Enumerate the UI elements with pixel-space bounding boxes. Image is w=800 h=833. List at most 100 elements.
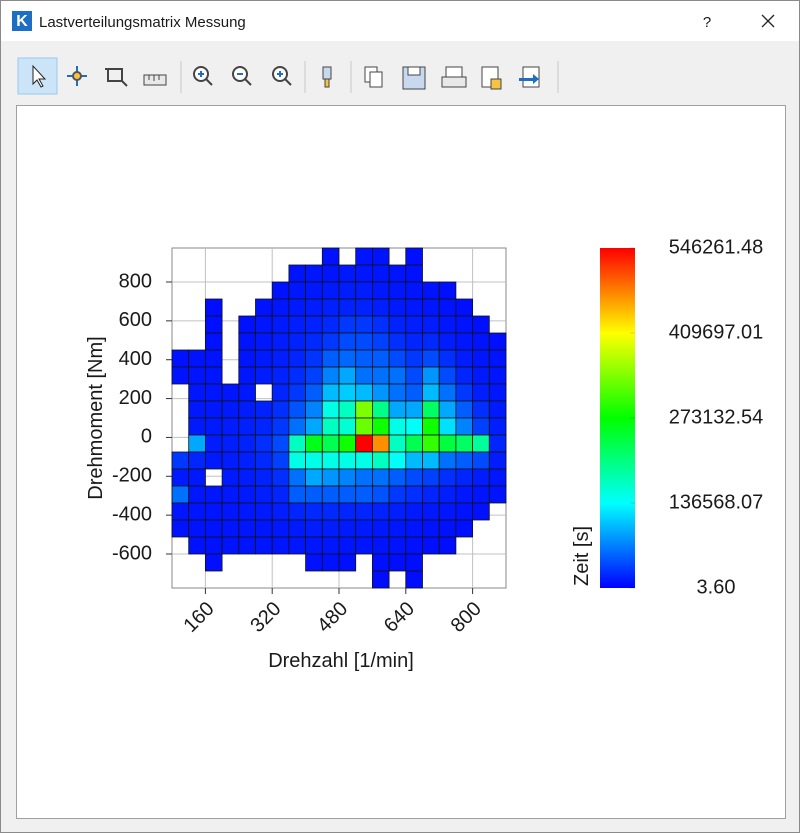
heatmap-cell <box>488 434 507 453</box>
heatmap-cell <box>305 536 323 555</box>
heatmap-cell <box>288 383 306 402</box>
tool-export[interactable] <box>481 66 502 90</box>
heatmap-cell <box>305 451 323 470</box>
tool-settings[interactable] <box>322 66 332 88</box>
heatmap-cell <box>371 247 390 266</box>
heatmap-cell <box>355 485 373 504</box>
heatmap-cell <box>238 332 256 351</box>
heatmap-cell <box>271 400 290 419</box>
heatmap-cell <box>221 400 240 419</box>
x-tick-label: 640 <box>380 598 419 637</box>
heatmap-cell <box>388 264 407 283</box>
heatmap-cell <box>405 468 423 487</box>
heatmap-cell <box>204 315 223 334</box>
heatmap-cell <box>438 434 457 453</box>
heatmap-cell <box>488 349 507 368</box>
heatmap-cell <box>204 434 223 453</box>
heatmap-cell <box>355 383 373 402</box>
heatmap-cell <box>255 400 273 419</box>
heatmap-cell <box>271 349 290 368</box>
heatmap-cell <box>238 349 256 368</box>
heatmap-cell <box>238 468 256 487</box>
heatmap-cell <box>338 519 357 538</box>
heatmap-cell <box>371 349 390 368</box>
heatmap-cell <box>388 434 407 453</box>
heatmap-cell <box>305 383 323 402</box>
heatmap-cell <box>238 383 256 402</box>
heatmap-cell <box>204 417 223 436</box>
heatmap-cell <box>221 451 240 470</box>
tool-pan[interactable] <box>67 66 87 86</box>
heatmap-cell <box>221 485 240 504</box>
heatmap-cell <box>371 264 390 283</box>
x-axis-title: Drehzahl [1/min] <box>268 650 414 672</box>
colorbar-tick-label: 3.60 <box>697 576 736 598</box>
heatmap-cell <box>221 519 240 538</box>
heatmap-cell <box>422 485 440 504</box>
heatmap-cell <box>255 434 273 453</box>
heatmap-cell <box>305 315 323 334</box>
heatmap-cell <box>472 434 490 453</box>
heatmap-cell <box>455 349 473 368</box>
heatmap-cell <box>255 298 273 317</box>
heatmap-cell <box>288 400 306 419</box>
heatmap-cell <box>371 451 390 470</box>
heatmap-cell <box>405 519 423 538</box>
heatmap-cell <box>422 417 440 436</box>
heatmap-cell <box>388 298 407 317</box>
heatmap-cell <box>321 247 340 266</box>
tool-save[interactable] <box>402 66 426 90</box>
heatmap-cell <box>472 417 490 436</box>
heatmap-cell <box>438 519 457 538</box>
heatmap-cell <box>371 332 390 351</box>
heatmap-cell <box>438 281 457 300</box>
heatmap-cell <box>271 468 290 487</box>
heatmap-cell <box>405 247 423 266</box>
heatmap-cell <box>422 451 440 470</box>
heatmap-cell <box>422 383 440 402</box>
heatmap-cell <box>455 468 473 487</box>
colorbar-title: Zeit [s] <box>571 526 593 586</box>
tool-import[interactable] <box>519 66 540 88</box>
heatmap-cell <box>305 332 323 351</box>
tool-measure[interactable] <box>143 74 167 86</box>
heatmap-cell <box>305 468 323 487</box>
heatmap-cell <box>321 400 340 419</box>
tool-zoom-out[interactable] <box>232 66 252 86</box>
heatmap-cell <box>271 383 290 402</box>
tool-copy[interactable] <box>364 66 383 88</box>
heatmap-cell <box>321 417 340 436</box>
heatmap-cell <box>371 485 390 504</box>
heatmap-cell <box>472 502 490 521</box>
tool-zoom-fit[interactable] <box>272 66 292 86</box>
heatmap-cell <box>321 366 340 385</box>
tool-print[interactable] <box>441 66 467 88</box>
heatmap-cell <box>422 281 440 300</box>
heatmap-cell <box>305 349 323 368</box>
heatmap-cell <box>355 451 373 470</box>
heatmap-cell <box>238 417 256 436</box>
help-button[interactable]: ? <box>703 14 711 31</box>
heatmap-cell <box>171 502 190 521</box>
heatmap-cell <box>171 519 190 538</box>
tool-zoom-in[interactable] <box>193 66 213 86</box>
y-tick-label: 400 <box>119 348 152 370</box>
heatmap-cell <box>221 383 240 402</box>
close-button[interactable] <box>761 14 775 28</box>
heatmap-cell <box>321 383 340 402</box>
title-bar: K Lastverteilungsmatrix Messung ? <box>1 1 799 41</box>
heatmap-cell <box>388 468 407 487</box>
heatmap-cell <box>238 536 256 555</box>
heatmap-cell <box>388 536 407 555</box>
heatmap-cell <box>455 366 473 385</box>
heatmap-cell <box>422 349 440 368</box>
heatmap-cell <box>371 502 390 521</box>
heatmap-cell <box>271 434 290 453</box>
heatmap-cell <box>188 536 206 555</box>
heatmap-cell <box>305 264 323 283</box>
heatmap-cell <box>455 519 473 538</box>
heatmap-cell <box>422 298 440 317</box>
heatmap-cell <box>371 400 390 419</box>
tool-crop[interactable] <box>105 68 128 87</box>
heatmap-cell <box>438 366 457 385</box>
